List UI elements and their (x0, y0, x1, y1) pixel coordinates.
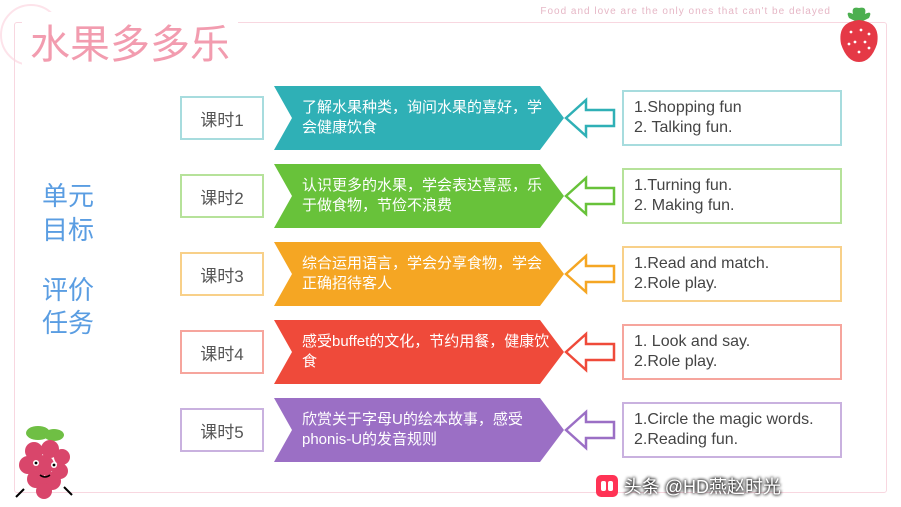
sidebar-line: 目标 (42, 214, 94, 248)
lesson-tasks: 1.Circle the magic words.2.Reading fun. (622, 402, 842, 458)
lesson-tasks: 1.Turning fun.2. Making fun. (622, 168, 842, 224)
lesson-tasks: 1. Look and say.2.Role play. (622, 324, 842, 380)
lesson-row: 课时2 认识更多的水果，学会表达喜恶，乐于做食物，节俭不浪费 1.Turning… (180, 164, 880, 228)
lesson-label: 课时3 (180, 252, 264, 296)
lesson-label: 课时2 (180, 174, 264, 218)
task-line: 1.Turning fun. (634, 176, 830, 196)
lesson-tasks: 1.Read and match.2.Role play. (622, 246, 842, 302)
credit-label: 头条 @HD燕赵时光 (596, 473, 781, 499)
sidebar-line: 评价 (42, 274, 94, 308)
credit-app-icon (596, 475, 618, 497)
task-line: 2.Role play. (634, 352, 830, 372)
lesson-row: 课时5 欣赏关于字母U的绘本故事，感受phonis-U的发音规则 1.Circl… (180, 398, 880, 462)
lesson-label: 课时4 (180, 330, 264, 374)
task-line: 1.Circle the magic words. (634, 410, 830, 430)
raspberry-icon (10, 421, 80, 501)
task-line: 1.Shopping fun (634, 98, 830, 118)
lesson-content: 感受buffet的文化，节约用餐，健康饮食 (274, 320, 564, 384)
task-line: 2.Role play. (634, 274, 830, 294)
arrow-left-icon (564, 174, 616, 218)
task-line: 1. Look and say. (634, 332, 830, 352)
page-title: 水果多多乐 (22, 12, 238, 70)
arrow-left-icon (564, 96, 616, 140)
lesson-tasks: 1.Shopping fun2. Talking fun. (622, 90, 842, 146)
task-line: 1.Read and match. (634, 254, 830, 274)
sidebar-line: 任务 (42, 307, 94, 341)
arrow-left-icon (564, 330, 616, 374)
task-line: 2. Making fun. (634, 196, 830, 216)
arrow-left-icon (564, 252, 616, 296)
sidebar-line: 单元 (42, 180, 94, 214)
lesson-label: 课时5 (180, 408, 264, 452)
lesson-label: 课时1 (180, 96, 264, 140)
strawberry-icon (833, 4, 885, 64)
credit-text: 头条 @HD燕赵时光 (624, 473, 781, 499)
lesson-row: 课时3 综合运用语言，学会分享食物，学会正确招待客人 1.Read and ma… (180, 242, 880, 306)
top-quote: Food and love are the only ones that can… (540, 6, 831, 17)
task-line: 2.Reading fun. (634, 430, 830, 450)
lesson-row: 课时1 了解水果种类，询问水果的喜好，学会健康饮食 1.Shopping fun… (180, 86, 880, 150)
task-line: 2. Talking fun. (634, 118, 830, 138)
lesson-content: 认识更多的水果，学会表达喜恶，乐于做食物，节俭不浪费 (274, 164, 564, 228)
lesson-rows: 课时1 了解水果种类，询问水果的喜好，学会健康饮食 1.Shopping fun… (180, 86, 880, 476)
lesson-content: 了解水果种类，询问水果的喜好，学会健康饮食 (274, 86, 564, 150)
lesson-content: 欣赏关于字母U的绘本故事，感受phonis-U的发音规则 (274, 398, 564, 462)
lesson-row: 课时4 感受buffet的文化，节约用餐，健康饮食 1. Look and sa… (180, 320, 880, 384)
lesson-content: 综合运用语言，学会分享食物，学会正确招待客人 (274, 242, 564, 306)
sidebar-labels: 单元 目标 评价 任务 (42, 180, 94, 341)
arrow-left-icon (564, 408, 616, 452)
